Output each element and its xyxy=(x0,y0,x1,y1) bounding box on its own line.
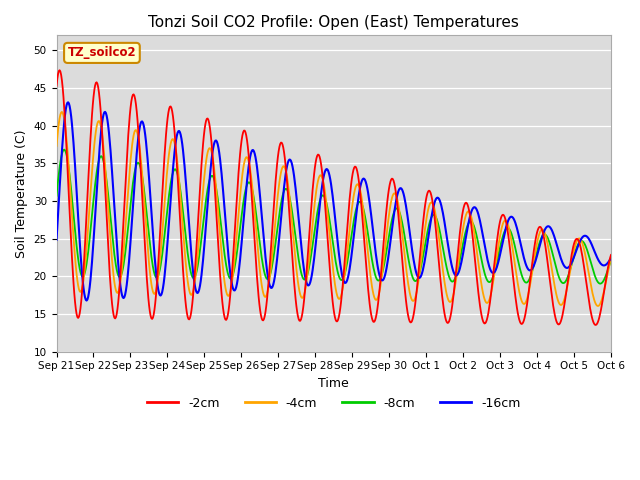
X-axis label: Time: Time xyxy=(318,377,349,390)
Title: Tonzi Soil CO2 Profile: Open (East) Temperatures: Tonzi Soil CO2 Profile: Open (East) Temp… xyxy=(148,15,519,30)
Legend: -2cm, -4cm, -8cm, -16cm: -2cm, -4cm, -8cm, -16cm xyxy=(142,392,526,415)
Text: TZ_soilco2: TZ_soilco2 xyxy=(68,47,136,60)
Y-axis label: Soil Temperature (C): Soil Temperature (C) xyxy=(15,129,28,258)
